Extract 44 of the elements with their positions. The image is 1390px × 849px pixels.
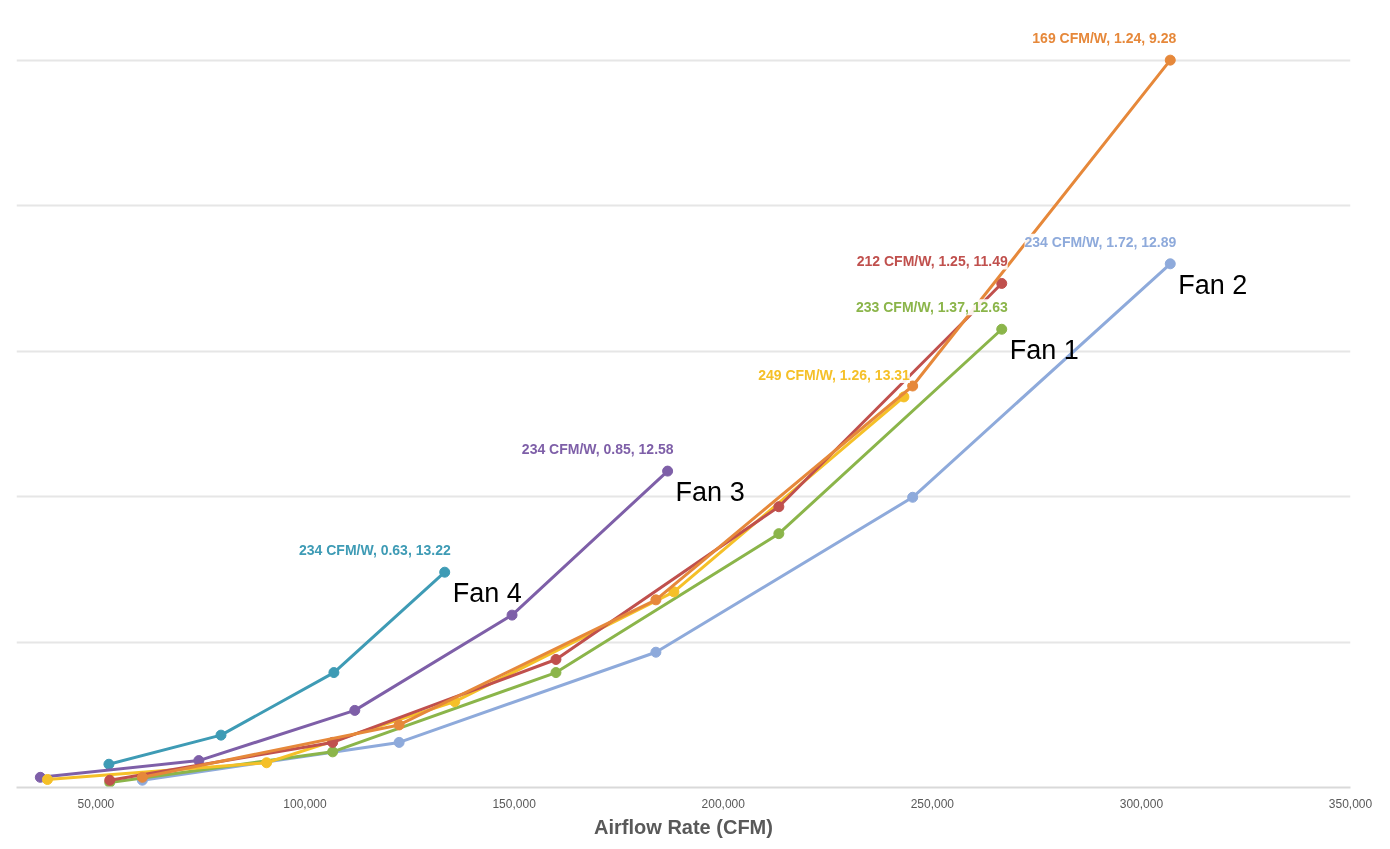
x-tick-label: 50,000 (77, 796, 115, 811)
point (215, 729, 227, 741)
annotation: 234 CFM/W, 0.63, 13.22 (298, 542, 451, 559)
point (650, 646, 662, 658)
point (1164, 258, 1176, 270)
point (393, 736, 405, 748)
annotation: 234 CFM/W, 0.85, 12.58 (521, 441, 674, 458)
annotation: 169 CFM/W, 1.24, 9.28 (1032, 30, 1177, 47)
annotation: 233 CFM/W, 1.37, 12.63 (855, 299, 1008, 316)
point (1164, 54, 1176, 66)
point (907, 491, 919, 503)
point (773, 501, 785, 513)
x-tick-label: 250,000 (910, 796, 955, 811)
series-label: Fan 2 (1178, 269, 1248, 300)
point (349, 704, 361, 716)
annotation: 212 CFM/W, 1.25, 11.49 (856, 253, 1008, 270)
annotation: 234 CFM/W, 1.72, 12.89 (1024, 233, 1177, 250)
point (650, 594, 662, 606)
point (261, 757, 273, 769)
series-label: Fan 1 (1009, 335, 1079, 366)
point (550, 667, 562, 679)
point (506, 609, 518, 621)
point (103, 758, 115, 770)
point (662, 465, 674, 477)
point (393, 719, 405, 731)
x-tick-label: 200,000 (701, 796, 746, 811)
point (41, 774, 53, 785)
point (773, 528, 785, 540)
point (328, 667, 340, 679)
x-axis-title: Airflow Rate (CFM) (594, 815, 773, 838)
point (668, 586, 680, 598)
point (327, 746, 339, 758)
x-tick-label: 150,000 (492, 796, 537, 811)
series-label: Fan 3 (675, 477, 745, 508)
annotation: 249 CFM/W, 1.26, 13.31 (758, 366, 911, 383)
x-tick-label: 100,000 (283, 796, 328, 811)
x-tick-label: 350,000 (1328, 796, 1373, 811)
point (439, 566, 451, 578)
series-label: Fan 4 (452, 578, 522, 609)
point (996, 277, 1008, 289)
point (996, 323, 1008, 335)
point (550, 653, 562, 665)
point (907, 380, 919, 392)
x-tick-label: 300,000 (1119, 796, 1164, 811)
